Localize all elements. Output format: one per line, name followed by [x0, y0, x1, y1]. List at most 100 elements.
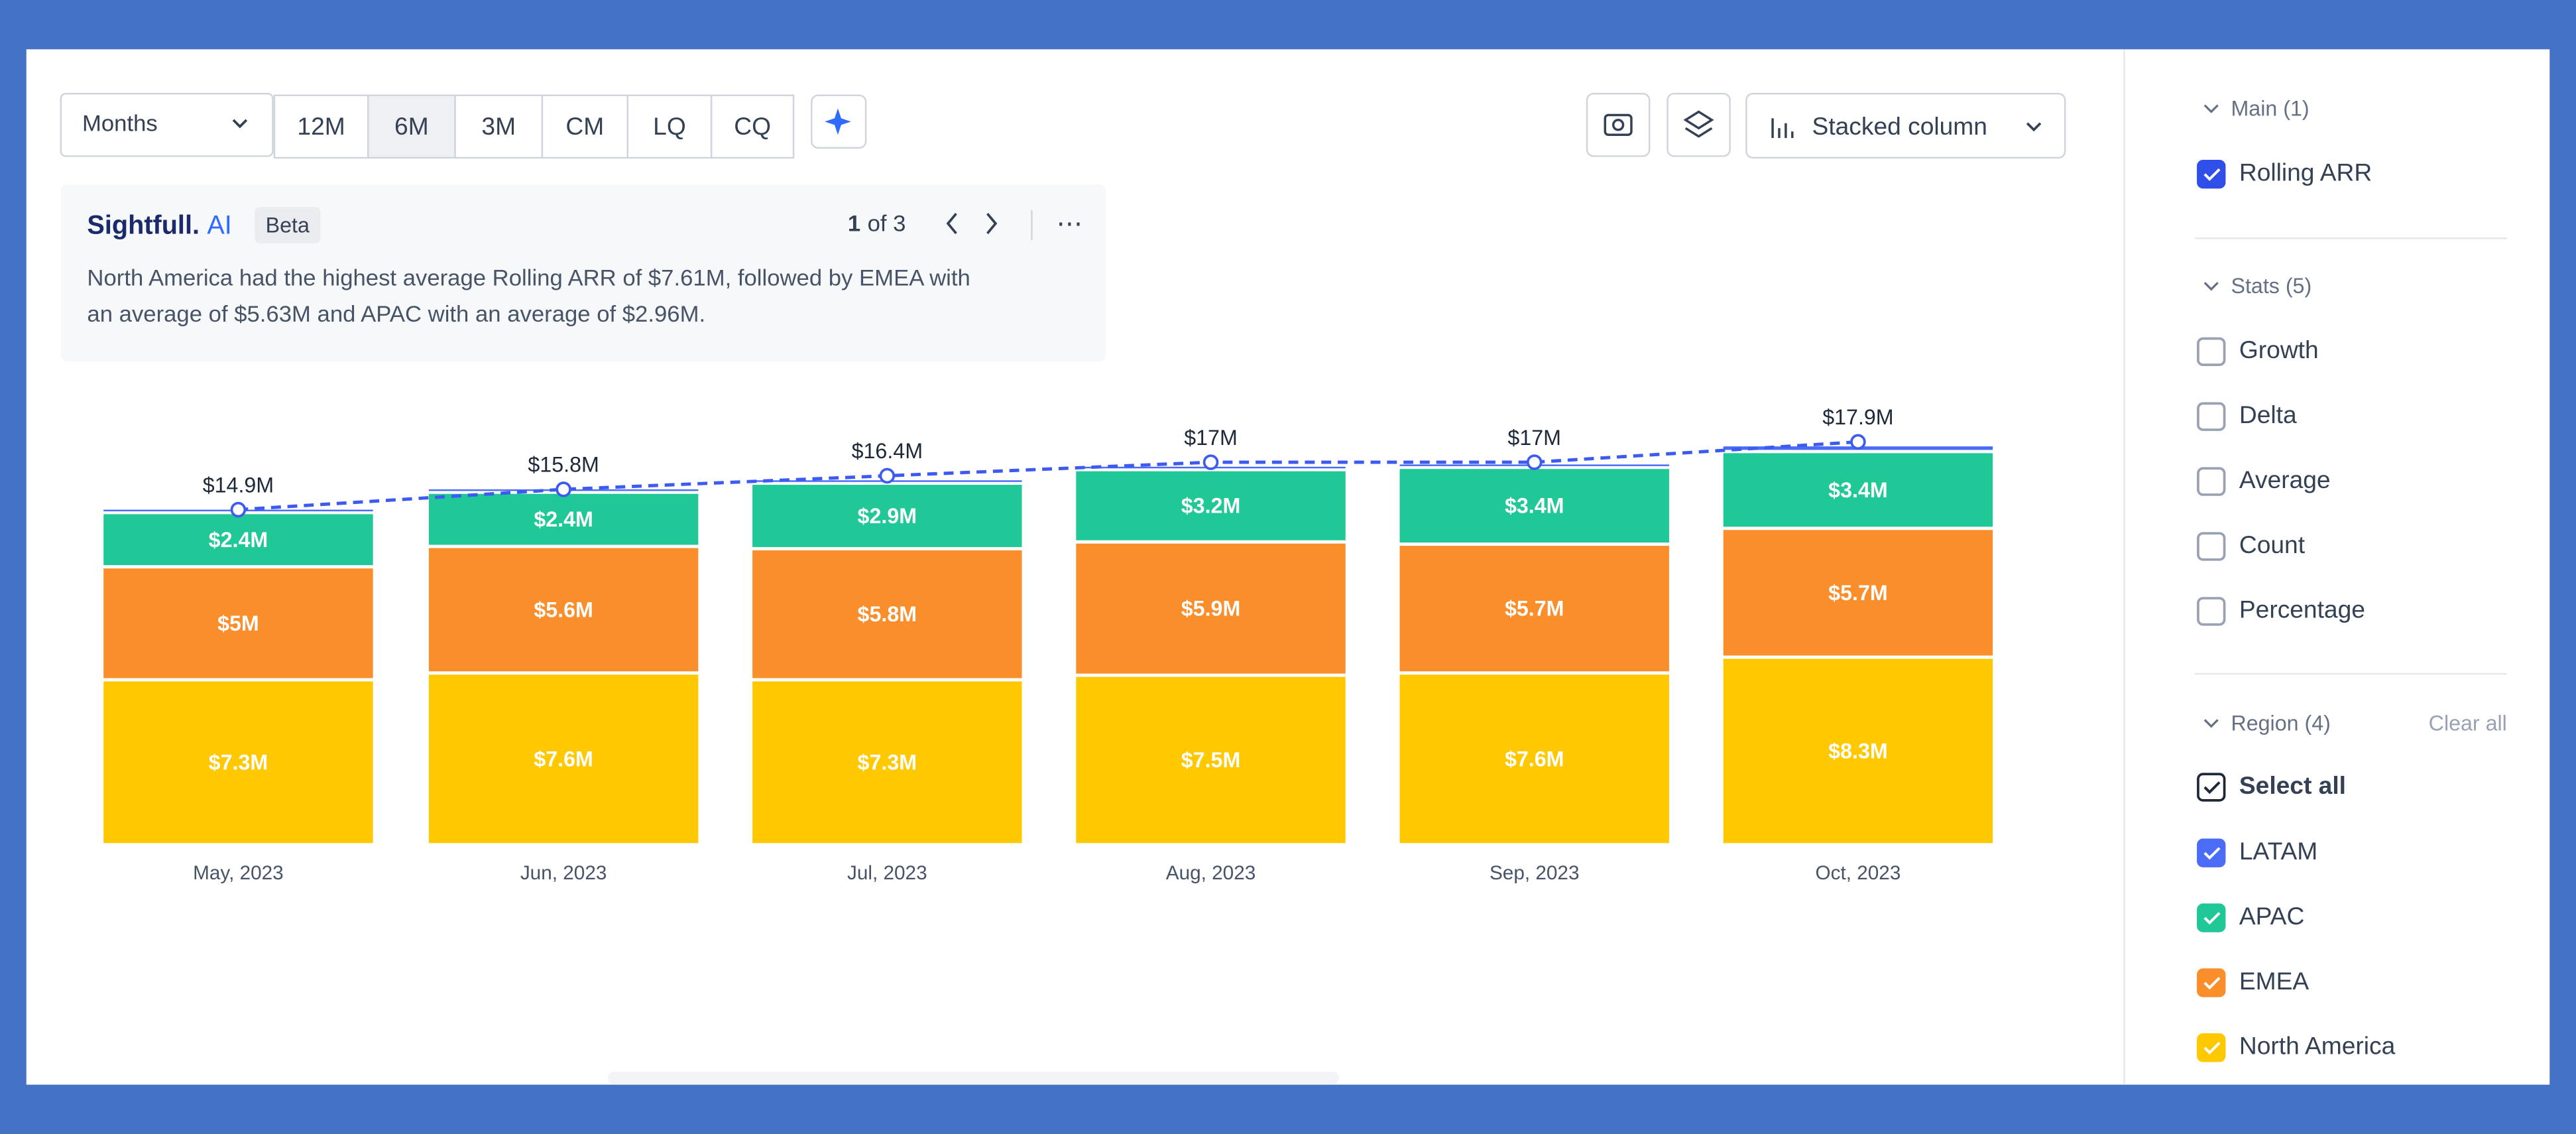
range-button[interactable]: [710, 94, 795, 159]
total-label: $17M: [1184, 426, 1238, 450]
total-marker: [556, 481, 571, 497]
clear-all[interactable]: Clear all: [2429, 711, 2507, 735]
value-label: $3.4M: [1505, 494, 1564, 518]
x-tick-label: Jul, 2023: [847, 862, 927, 884]
check: [2203, 977, 2221, 990]
bar-segment: [428, 493, 699, 545]
x-tick-label: Sep, 2023: [1490, 862, 1580, 884]
total-label: $15.8M: [528, 453, 599, 477]
value-label: $5.9M: [1181, 597, 1241, 621]
section-title: Region (4): [2231, 711, 2330, 735]
chevron: [2203, 104, 2219, 113]
value-label: $7.5M: [1181, 748, 1241, 772]
value-label: $7.3M: [858, 750, 917, 774]
bar-segment: [752, 681, 1022, 844]
check: [2203, 781, 2221, 794]
total-label: $16.4M: [852, 439, 923, 463]
legend-label: APAC: [2239, 902, 2304, 930]
checkbox[interactable]: [2197, 903, 2226, 932]
beta-badge: [255, 207, 321, 243]
page-total: of 3: [868, 212, 906, 237]
total-label: $14.9M: [203, 473, 274, 497]
bar-segment: [1399, 546, 1669, 672]
camera-icon: [1604, 113, 1633, 136]
pager-arrows[interactable]: [946, 212, 998, 235]
bottom-panel: [608, 1071, 1339, 1085]
checkbox[interactable]: [2197, 838, 2226, 867]
checkbox[interactable]: [2197, 402, 2226, 431]
more-menu[interactable]: ⋯: [1057, 209, 1083, 238]
option-label: Count: [2239, 531, 2306, 558]
range-label: CQ: [734, 112, 771, 140]
check: [2203, 847, 2221, 860]
value-label: $7.6M: [1505, 747, 1564, 771]
insight-text: North America had the highest average Ro…: [87, 265, 970, 290]
total-marker: [879, 468, 896, 484]
option-label: Select all: [2239, 771, 2346, 799]
total-marker: [1850, 434, 1866, 450]
insight-card: [60, 184, 1106, 362]
chart-type-select[interactable]: [1745, 93, 2066, 159]
bar-segment: [752, 550, 1022, 678]
camera-button[interactable]: [1586, 93, 1651, 157]
range-button[interactable]: [454, 94, 544, 159]
chevron: [232, 119, 248, 129]
badge: Beta: [266, 214, 310, 237]
brand: Sightfull.: [87, 210, 200, 239]
checkbox[interactable]: [2197, 597, 2226, 626]
value-label: $3.2M: [1181, 494, 1241, 518]
range-label: 12M: [297, 112, 345, 140]
checkbox[interactable]: [2197, 532, 2226, 561]
layers-icon: [1683, 110, 1714, 138]
range-button[interactable]: [626, 94, 713, 159]
chevron: [2026, 122, 2042, 132]
checkbox[interactable]: [2197, 773, 2226, 802]
checkbox[interactable]: [2197, 337, 2226, 367]
range-label: 6M: [394, 112, 429, 140]
value-label: $7.3M: [209, 750, 268, 774]
x-tick-label: Oct, 2023: [1816, 862, 1901, 884]
layers-button[interactable]: [1667, 93, 1731, 157]
range-label: LQ: [653, 112, 686, 140]
check: [2203, 168, 2221, 181]
bar-segment: [1723, 453, 1993, 527]
value-label: $2.4M: [534, 507, 593, 531]
x-tick-label: Jun, 2023: [520, 862, 607, 884]
bar-segment: [1399, 469, 1669, 543]
chevron: [2203, 282, 2219, 291]
page: 1: [848, 212, 860, 237]
option-label: Rolling ARR: [2239, 158, 2372, 186]
bar-segment: [1723, 530, 1993, 656]
bar-segment: [103, 514, 373, 566]
total-marker: [1526, 454, 1543, 470]
check: [2203, 912, 2221, 925]
value-label: $2.9M: [858, 504, 917, 528]
bar-segment: [428, 674, 699, 844]
range-label: CM: [565, 112, 604, 140]
range-button[interactable]: [367, 94, 456, 159]
checkbox[interactable]: [2197, 968, 2226, 997]
bar-segment: [1399, 674, 1669, 844]
bar-segment: [752, 485, 1022, 547]
total-marker: [1202, 454, 1219, 470]
content: Months 12M 6M 3M CM LQ CQ Stacked column Sightfu…: [82, 94, 2507, 1062]
period-select[interactable]: [60, 93, 274, 157]
value-label: $5.7M: [1828, 581, 1888, 605]
legend-label: EMEA: [2239, 967, 2310, 995]
total-label: $17M: [1507, 426, 1561, 450]
section-title: Main (1): [2231, 97, 2309, 121]
bar-segment: [428, 548, 699, 672]
checkbox[interactable]: [2197, 467, 2226, 496]
value-label: $8.3M: [1828, 739, 1888, 763]
legend-label: LATAM: [2239, 837, 2317, 865]
range-button[interactable]: [273, 94, 369, 159]
legend-label: North America: [2239, 1032, 2396, 1060]
checkbox[interactable]: [2197, 1033, 2226, 1062]
chevron: [2203, 719, 2219, 728]
value-label: $5.6M: [534, 598, 593, 621]
value-label: $5.8M: [858, 602, 917, 626]
chart-type-label: Stacked column: [1812, 112, 1987, 140]
checkbox[interactable]: [2197, 160, 2226, 189]
period-label: Months: [82, 111, 158, 136]
